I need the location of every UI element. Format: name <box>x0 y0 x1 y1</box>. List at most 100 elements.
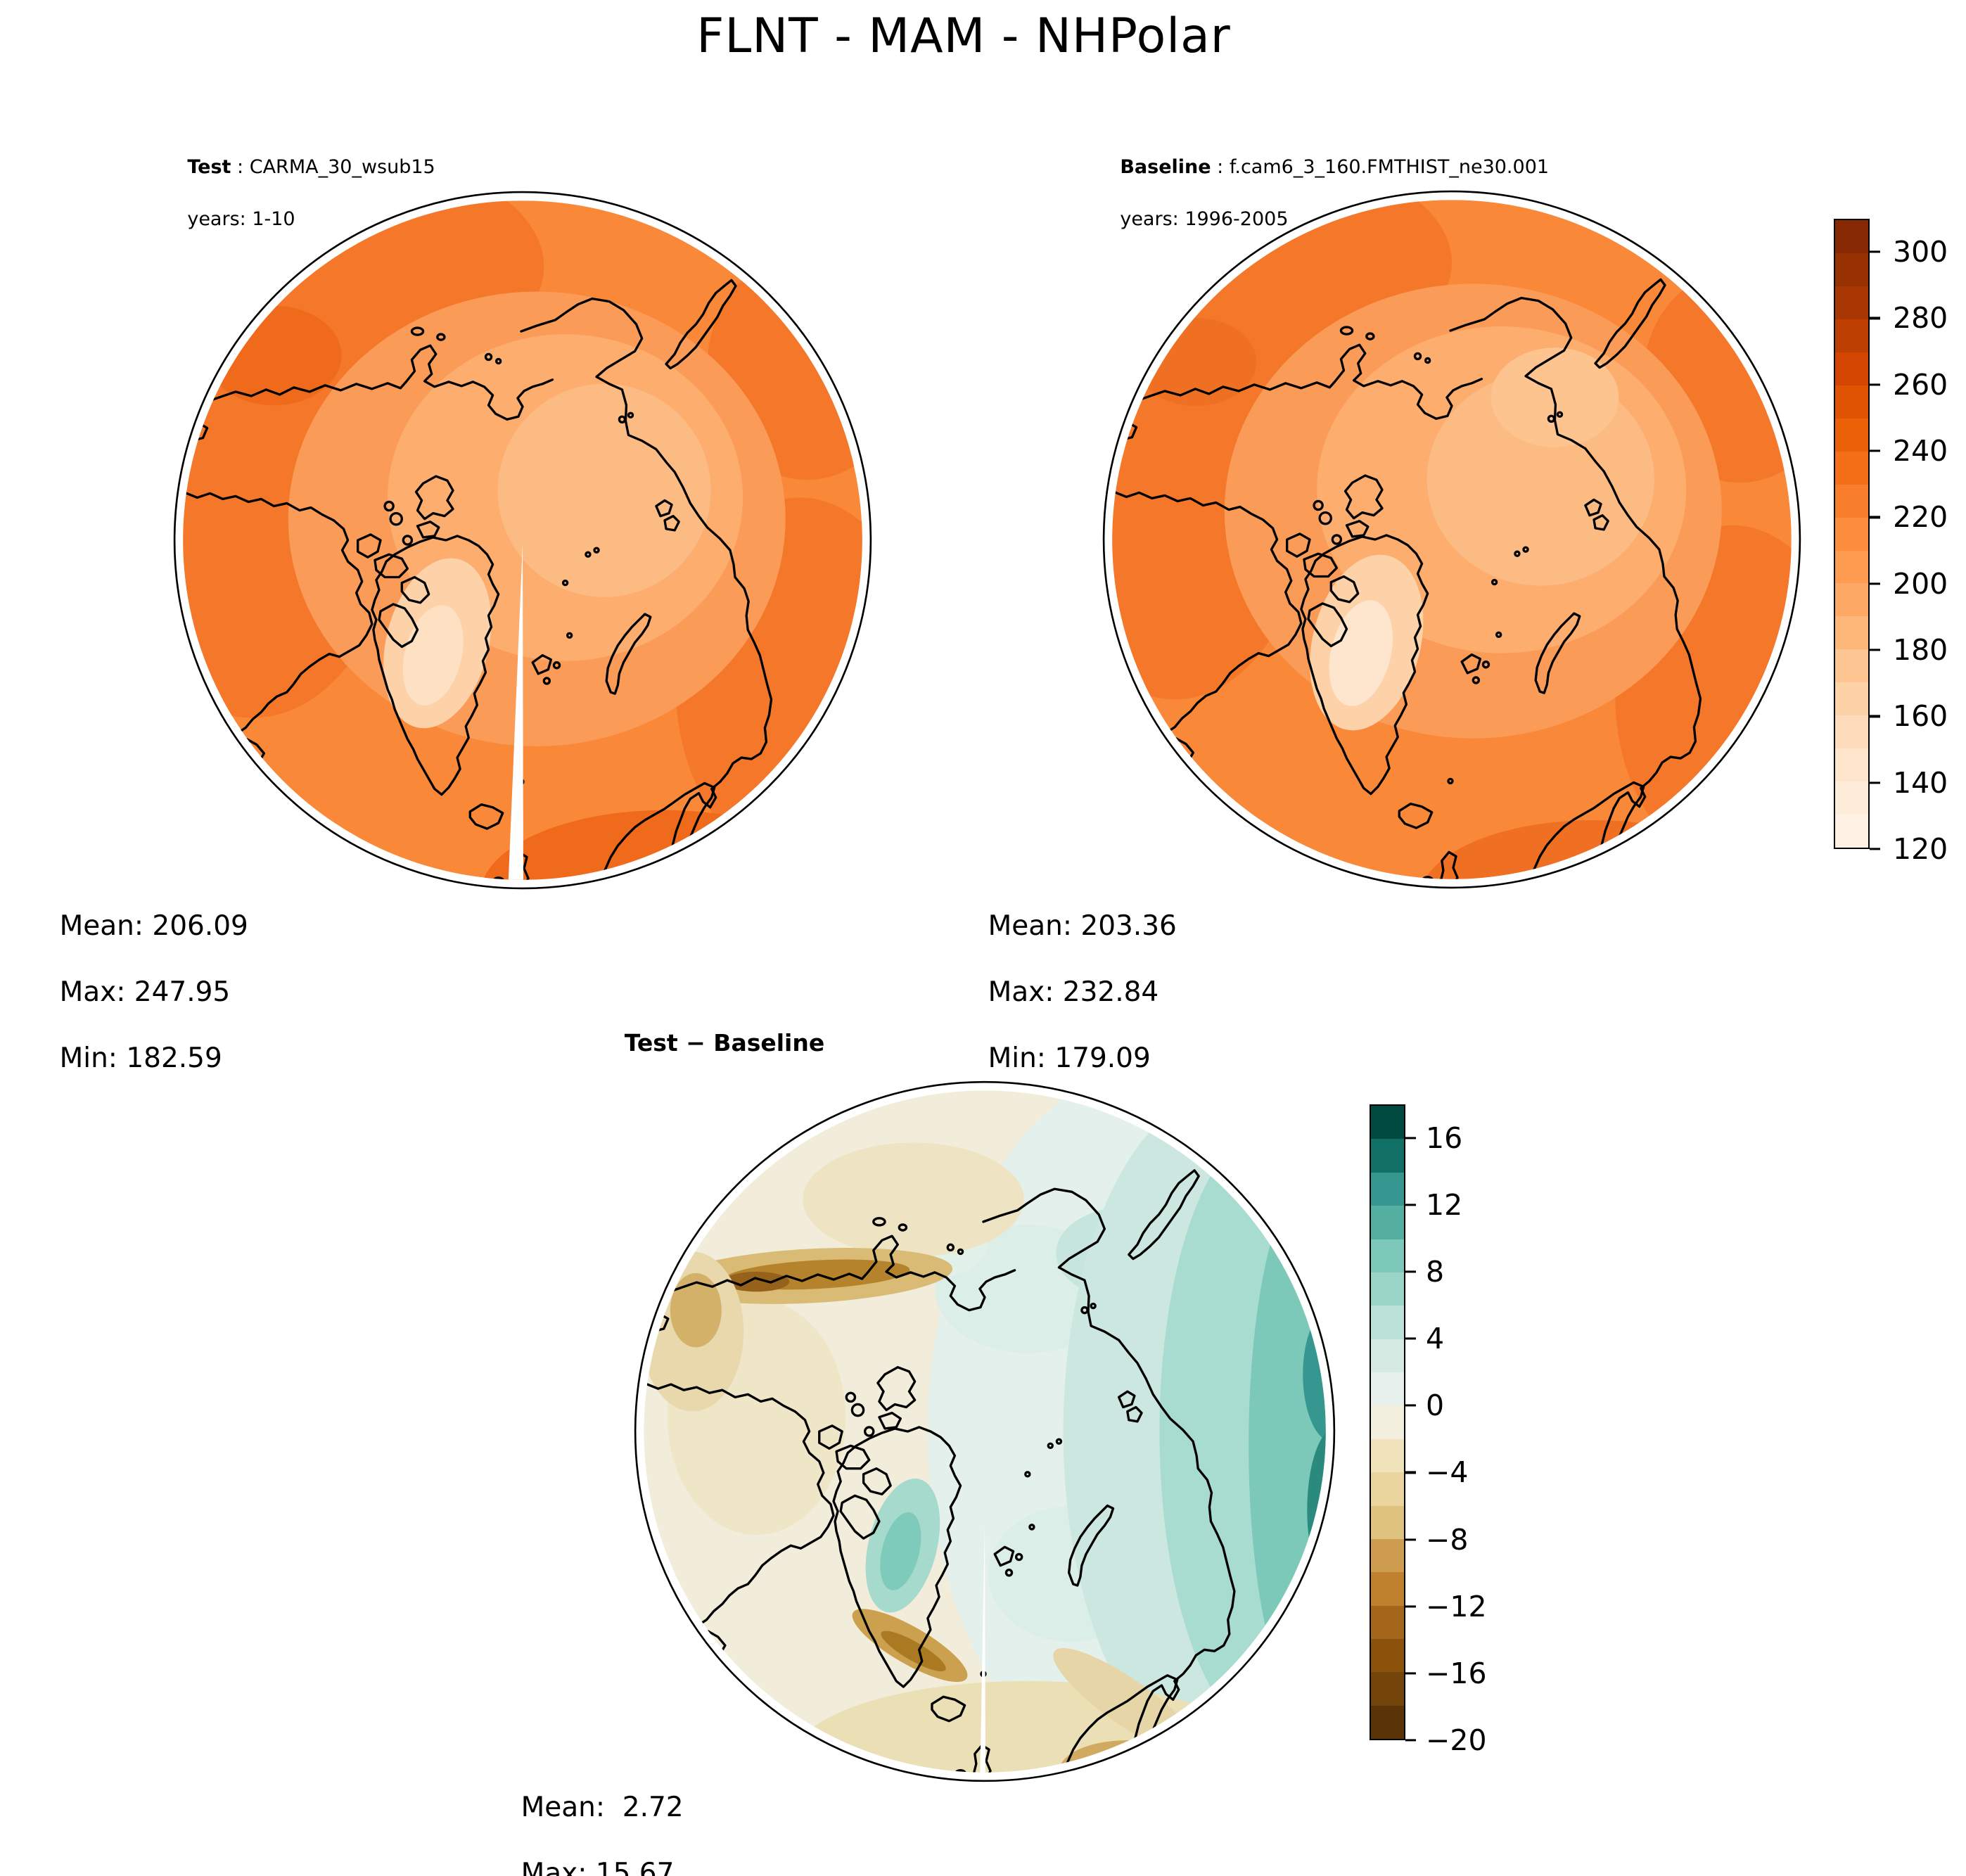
colorbar-band <box>1835 550 1868 584</box>
colorbar-band <box>1371 1405 1404 1439</box>
baseline-mean: Mean: 203.36 <box>988 910 1177 942</box>
colorbar-tick-label: 300 <box>1893 235 1948 269</box>
map-boundary-circle <box>1102 190 1801 889</box>
colorbar-band <box>1371 1372 1404 1406</box>
colorbar-band <box>1835 385 1868 419</box>
colorbar-band <box>1371 1339 1404 1372</box>
baseline-run-name: f.cam6_3_160.FMTHIST_ne30.001 <box>1229 156 1550 178</box>
main-colorbar: 300 280 260 240 220 200 180 160 140 120 <box>1834 219 1948 866</box>
colorbar-tick-label: 260 <box>1893 367 1948 402</box>
colorbar-band <box>1835 616 1868 650</box>
colorbar-tick <box>1870 848 1880 850</box>
test-label-name: Test <box>187 156 231 178</box>
colorbar-band <box>1835 517 1868 551</box>
colorbar-tick <box>1405 1404 1416 1407</box>
test-years: years: 1-10 <box>187 208 295 230</box>
baseline-panel-label: Baseline : f.cam6_3_160.FMTHIST_ne30.001… <box>1096 128 1549 258</box>
main-colorbar-bands <box>1834 219 1870 849</box>
test-min: Min: 182.59 <box>59 1042 222 1074</box>
colorbar-tick <box>1870 715 1880 717</box>
colorbar-tick-label: 16 <box>1426 1121 1463 1155</box>
colorbar-band <box>1371 1705 1404 1740</box>
colorbar-band <box>1371 1472 1404 1506</box>
colorbar-tick-label: −8 <box>1426 1522 1469 1557</box>
missing-data-seam <box>979 1524 986 1773</box>
test-mean: Mean: 206.09 <box>59 910 248 942</box>
test-stats: Mean: 206.09 Max: 247.95 Min: 182.59 <box>25 876 248 1108</box>
colorbar-band <box>1835 286 1868 319</box>
colorbar-tick <box>1405 1471 1416 1474</box>
colorbar-band <box>1835 715 1868 749</box>
colorbar-band <box>1371 1572 1404 1606</box>
colorbar-band <box>1371 1139 1404 1173</box>
colorbar-tick-label: −20 <box>1426 1723 1487 1757</box>
diff-max: Max: 15.67 <box>521 1858 675 1876</box>
colorbar-tick <box>1870 649 1880 651</box>
diff-stats: Mean: 2.72 Max: 15.67 Min: -10.01 <box>486 1758 684 1876</box>
colorbar-tick <box>1870 516 1880 518</box>
colorbar-tick-label: 0 <box>1426 1389 1445 1423</box>
colorbar-tick-label: 4 <box>1426 1322 1445 1356</box>
colorbar-band <box>1835 451 1868 485</box>
figure-title: FLNT - MAM - NHPolar <box>696 8 1231 64</box>
colorbar-band <box>1371 1272 1404 1306</box>
test-panel-label: Test : CARMA_30_wsub15 years: 1-10 <box>163 128 435 258</box>
test-label-sep: : <box>231 156 250 178</box>
colorbar-band <box>1835 815 1868 848</box>
colorbar-tick <box>1870 449 1880 452</box>
colorbar-tick-label: −12 <box>1426 1589 1487 1623</box>
colorbar-band <box>1835 649 1868 683</box>
colorbar-band <box>1371 1605 1404 1639</box>
baseline-min: Min: 179.09 <box>988 1042 1151 1074</box>
colorbar-tick <box>1405 1538 1416 1541</box>
colorbar-tick-label: 180 <box>1893 633 1948 668</box>
map-boundary-circle <box>634 1080 1336 1782</box>
colorbar-tick <box>1870 383 1880 386</box>
test-polar-map <box>167 185 878 895</box>
colorbar-band <box>1371 1239 1404 1272</box>
test-map-field <box>183 200 862 880</box>
colorbar-band <box>1371 1306 1404 1339</box>
colorbar-tick <box>1405 1270 1416 1273</box>
colorbar-tick <box>1405 1605 1416 1608</box>
colorbar-band <box>1371 1538 1404 1573</box>
colorbar-band <box>1835 253 1868 286</box>
colorbar-band <box>1835 352 1868 385</box>
colorbar-band <box>1835 220 1868 253</box>
colorbar-tick-label: 240 <box>1893 434 1948 468</box>
colorbar-tick-label: 220 <box>1893 500 1948 535</box>
diff-colorbar: 16 12 8 4 0 −4 −8 −12 −16 −20 <box>1370 1104 1487 1757</box>
baseline-label-sep: : <box>1211 156 1230 178</box>
colorbar-band <box>1835 748 1868 782</box>
colorbar-band <box>1371 1172 1404 1206</box>
diff-map-field <box>644 1090 1326 1773</box>
baseline-label-name: Baseline <box>1120 156 1211 178</box>
colorbar-tick <box>1405 1337 1416 1340</box>
colorbar-tick-label: 280 <box>1893 301 1948 336</box>
colorbar-tick <box>1405 1672 1416 1675</box>
colorbar-band <box>1835 583 1868 617</box>
diff-polar-map <box>628 1075 1341 1788</box>
colorbar-tick-label: −16 <box>1426 1656 1487 1690</box>
colorbar-tick-label: 140 <box>1893 765 1948 800</box>
colorbar-band <box>1371 1206 1404 1239</box>
baseline-max: Max: 232.84 <box>988 976 1159 1008</box>
colorbar-tick-label: 8 <box>1426 1254 1445 1289</box>
colorbar-tick <box>1870 781 1880 784</box>
colorbar-tick <box>1870 582 1880 585</box>
colorbar-band <box>1835 484 1868 518</box>
missing-data-seam <box>507 544 524 880</box>
colorbar-tick-label: −4 <box>1426 1455 1469 1490</box>
test-max: Max: 247.95 <box>59 976 231 1008</box>
baseline-years: years: 1996-2005 <box>1120 208 1289 230</box>
diff-panel-title: Test − Baseline <box>624 1029 825 1057</box>
diff-mean: Mean: 2.72 <box>521 1792 684 1823</box>
colorbar-tick-label: 200 <box>1893 566 1948 601</box>
diff-colorbar-bands <box>1370 1104 1405 1740</box>
colorbar-band <box>1371 1672 1404 1706</box>
colorbar-tick <box>1870 317 1880 320</box>
baseline-map-field <box>1112 200 1792 879</box>
map-boundary-circle <box>173 191 872 890</box>
colorbar-band <box>1835 319 1868 352</box>
colorbar-tick <box>1405 1739 1416 1742</box>
